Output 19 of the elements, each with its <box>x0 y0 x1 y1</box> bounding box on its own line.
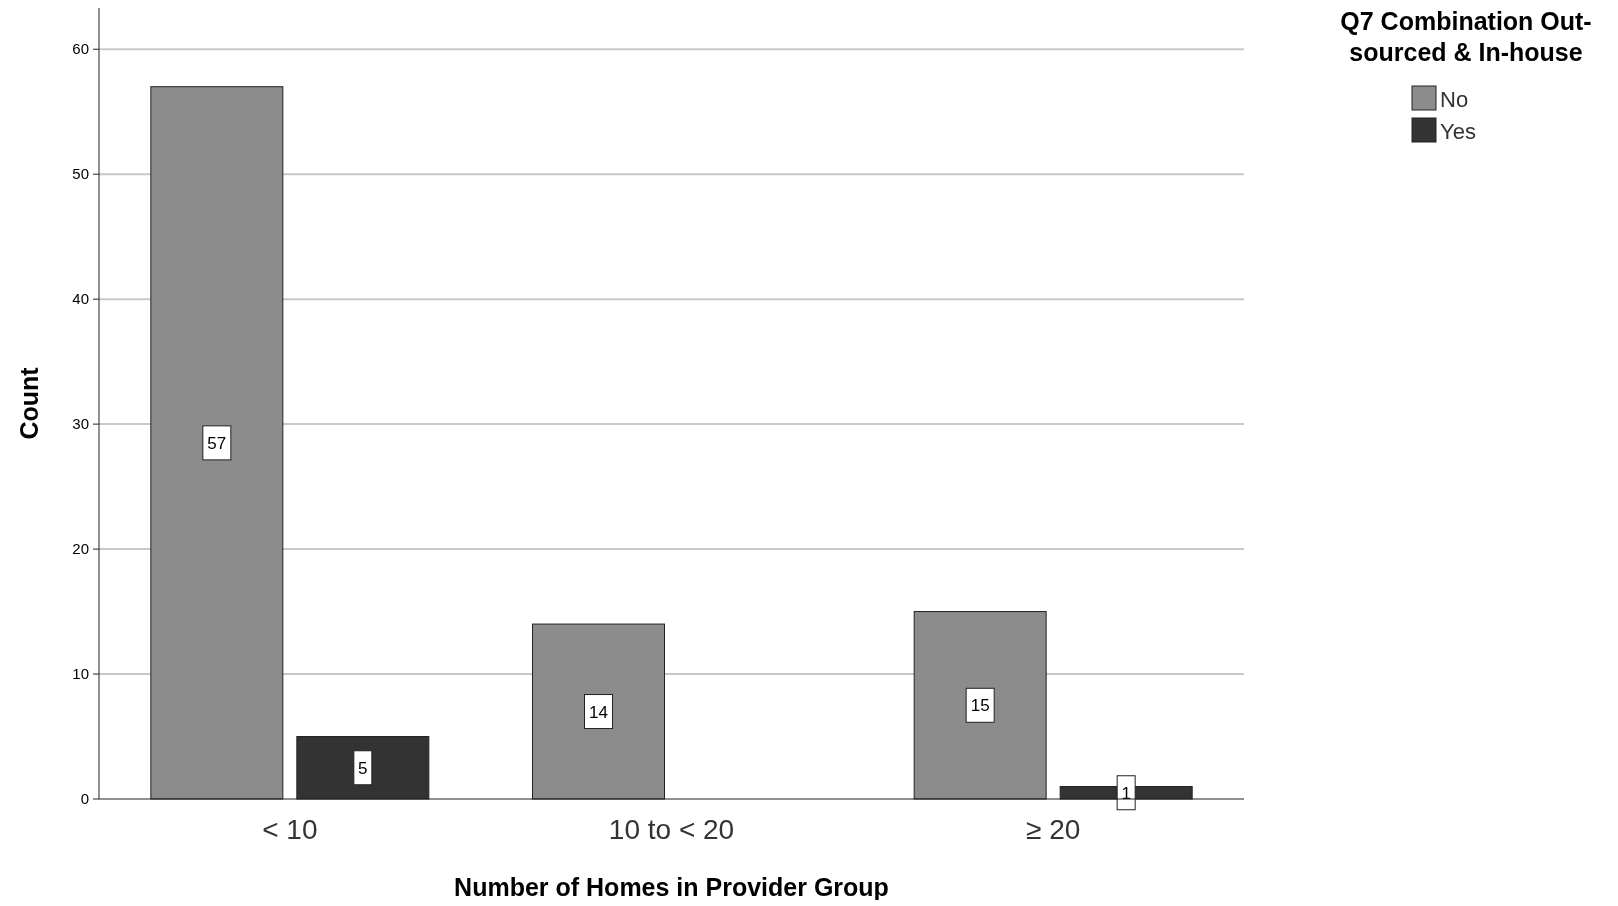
x-tick-label: ≥ 20 <box>1026 814 1081 845</box>
y-tick-label: 10 <box>72 665 89 683</box>
x-tick-label: 10 to < 20 <box>608 814 735 845</box>
x-tick-label: < 10 <box>262 814 318 845</box>
legend-label: Yes <box>1440 119 1476 144</box>
y-tick-label: 40 <box>72 290 89 308</box>
y-tick-label: 60 <box>72 40 89 58</box>
data-label: 57 <box>207 433 227 453</box>
data-label: 1 <box>1121 783 1131 803</box>
y-tick-label: 0 <box>80 790 89 807</box>
y-tick-label: 50 <box>72 165 89 183</box>
legend-label: No <box>1440 87 1469 112</box>
data-label: 5 <box>358 758 368 778</box>
y-tick-label: 30 <box>72 415 89 433</box>
data-label: 14 <box>589 702 608 722</box>
y-axis-title: Count <box>15 366 43 440</box>
data-label: 15 <box>970 696 990 716</box>
legend-title: Q7 Combination Out-sourced & In-house <box>1340 7 1592 66</box>
y-tick-label: 20 <box>72 540 89 558</box>
